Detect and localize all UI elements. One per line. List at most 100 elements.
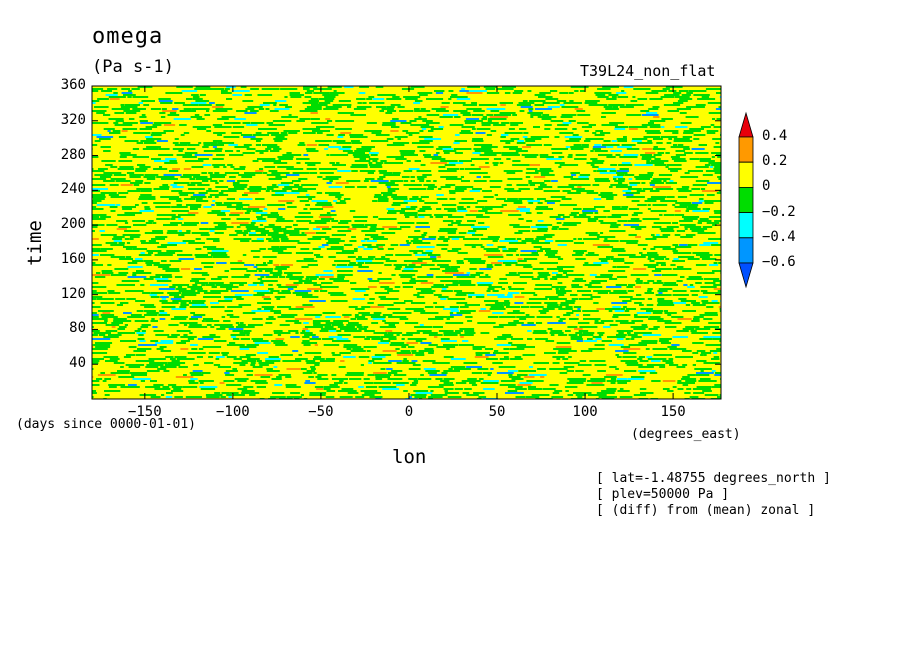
heatmap-cell: [252, 282, 264, 284]
heatmap-cell: [303, 322, 309, 324]
heatmap-cell: [695, 166, 709, 168]
heatmap-cell: [161, 298, 167, 300]
heatmap-cell: [493, 326, 504, 328]
heatmap-cell: [267, 248, 287, 250]
heatmap-cell: [323, 344, 340, 346]
heatmap-cell: [412, 242, 431, 244]
heatmap-cell: [168, 384, 177, 386]
heatmap-cell: [647, 288, 653, 290]
heatmap-cell: [604, 238, 608, 240]
heatmap-cell: [308, 100, 319, 102]
heatmap-cell: [573, 216, 591, 218]
heatmap-cell: [569, 100, 574, 102]
heatmap-cell: [203, 296, 221, 298]
heatmap-cell: [511, 344, 527, 346]
heatmap-cell: [351, 224, 365, 226]
heatmap-cell: [272, 120, 292, 122]
heatmap-cell: [178, 192, 195, 194]
heatmap-cell: [176, 86, 193, 88]
heatmap-cell: [403, 268, 414, 270]
heatmap-cell: [321, 282, 333, 284]
heatmap-cell: [665, 362, 674, 364]
heatmap-cell: [459, 132, 473, 134]
heatmap-cell: [209, 230, 215, 232]
heatmap-cell: [178, 150, 183, 152]
heatmap-cell: [465, 316, 473, 318]
heatmap-cell: [609, 292, 628, 294]
heatmap-cell: [575, 154, 587, 156]
heatmap-cell: [324, 326, 334, 328]
heatmap-cell: [429, 268, 440, 270]
heatmap-cell: [178, 234, 185, 236]
heatmap-cell: [226, 206, 243, 208]
heatmap-cell: [466, 272, 471, 274]
heatmap-cell: [92, 218, 106, 220]
heatmap-cell: [606, 388, 617, 390]
heatmap-cell: [268, 224, 275, 226]
heatmap-cell: [614, 128, 626, 130]
heatmap-cell: [342, 150, 353, 152]
heatmap-cell: [208, 196, 212, 198]
heatmap-cell: [606, 286, 622, 288]
heatmap-cell: [622, 194, 634, 196]
heatmap-cell: [459, 306, 469, 308]
heatmap-cell: [170, 358, 176, 360]
heatmap-cell: [714, 384, 721, 386]
heatmap-cell: [574, 108, 583, 110]
heatmap-cell: [441, 372, 448, 374]
heatmap-cell: [440, 106, 449, 108]
heatmap-cell: [394, 286, 401, 288]
heatmap-cell: [283, 232, 300, 234]
heatmap-cell: [411, 262, 427, 264]
heatmap-cell: [189, 372, 202, 374]
heatmap-cell: [609, 122, 625, 124]
heatmap-cell: [133, 132, 151, 134]
heatmap-cell: [680, 122, 692, 124]
heatmap-cell: [677, 388, 684, 390]
heatmap-cell: [387, 248, 394, 250]
heatmap-cell: [544, 278, 548, 280]
heatmap-cell: [343, 316, 350, 318]
heatmap-cell: [708, 162, 721, 164]
heatmap-cell: [514, 90, 524, 92]
heatmap-cell: [611, 140, 617, 142]
heatmap-cell: [452, 282, 472, 284]
heatmap-cell: [570, 212, 579, 214]
heatmap-cell: [210, 176, 225, 178]
heatmap-cell: [259, 104, 270, 106]
heatmap-cell: [444, 208, 456, 210]
heatmap-cell: [260, 214, 279, 216]
heatmap-cell: [686, 208, 701, 210]
heatmap-cell: [587, 338, 593, 340]
heatmap-cell: [445, 178, 462, 180]
heatmap-cell: [414, 230, 421, 232]
heatmap-cell: [306, 276, 319, 278]
heatmap-cell: [328, 256, 336, 258]
heatmap-cell: [501, 134, 509, 136]
heatmap-cell: [594, 344, 605, 346]
y-tick-label: 240: [60, 181, 86, 198]
heatmap-cell: [570, 178, 590, 180]
heatmap-cell: [447, 250, 459, 252]
heatmap-cell: [651, 234, 655, 236]
heatmap-cell: [160, 340, 174, 342]
heatmap-cell: [508, 242, 527, 244]
heatmap-cell: [149, 294, 158, 296]
heatmap-cell: [336, 330, 342, 332]
heatmap-cell: [349, 378, 362, 380]
heatmap-cell: [630, 326, 648, 328]
heatmap-cell: [156, 140, 168, 142]
heatmap-cell: [470, 274, 480, 276]
heatmap-cell: [209, 334, 216, 336]
heatmap-cell: [93, 344, 111, 346]
heatmap-cell: [454, 152, 463, 154]
heatmap-cell: [253, 256, 260, 258]
heatmap-cell: [405, 98, 418, 100]
heatmap-cell: [326, 390, 336, 392]
heatmap-cell: [681, 94, 691, 96]
heatmap-cell: [416, 288, 432, 290]
heatmap-cell: [92, 238, 99, 240]
heatmap-cell: [195, 198, 203, 200]
heatmap-cell: [396, 384, 405, 386]
heatmap-cell: [638, 366, 654, 368]
